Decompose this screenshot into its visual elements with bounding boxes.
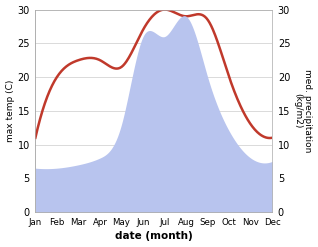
Y-axis label: max temp (C): max temp (C): [5, 80, 15, 142]
X-axis label: date (month): date (month): [115, 231, 193, 242]
Y-axis label: med. precipitation
(kg/m2): med. precipitation (kg/m2): [293, 69, 313, 152]
